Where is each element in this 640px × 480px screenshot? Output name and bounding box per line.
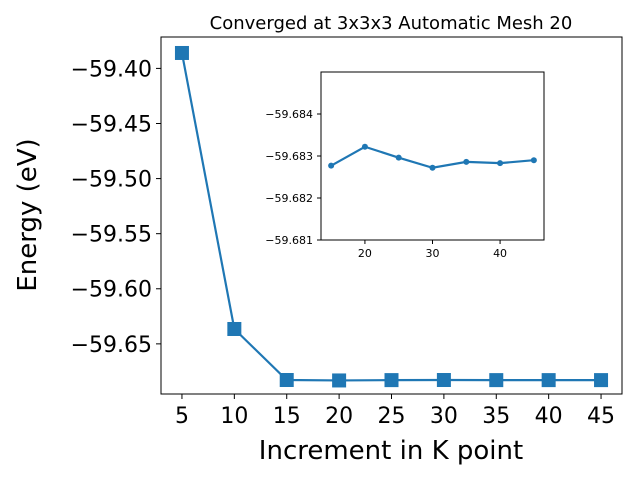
main-data-point [436,373,451,388]
inset-data-point [530,157,537,164]
inset-y-tick-label: −59.684 [265,108,313,121]
main-x-tick-label: 45 [587,404,615,429]
inset-x-tick-label: 40 [493,247,507,260]
inset-frame [320,71,545,241]
main-data-point [279,373,294,388]
main-data-point [174,45,189,60]
main-data-point [384,373,399,388]
inset-x-tick-label: 30 [426,247,440,260]
main-series-line [180,52,602,382]
main-data-point [227,321,242,336]
inset-data-point [361,143,368,150]
inset-data-point [497,160,504,167]
inset-y-tick-label: −59.683 [265,150,313,163]
main-y-tick-label: −59.60 [71,278,152,303]
main-data-point [594,373,609,388]
main-y-tick-label: −59.40 [71,57,152,82]
main-x-tick-label: 5 [175,404,189,429]
main-data-point [489,373,504,388]
main-data-point [332,373,347,388]
chart-title: Converged at 3x3x3 Automatic Mesh 20 [210,13,573,34]
main-y-tick-label: −59.65 [71,333,152,358]
main-frame [160,36,623,395]
main-x-tick-label: 10 [220,404,248,429]
main-y-tick-label: −59.45 [71,112,152,137]
inset-data-point [328,162,335,169]
main-y-tick-label: −59.55 [71,223,152,248]
inset-data-point [463,158,470,165]
inset-data-point [429,164,436,171]
inset-x-tick-label: 20 [358,247,372,260]
inset-data-point [395,154,402,161]
main-x-tick-label: 40 [535,404,563,429]
main-x-tick-label: 20 [325,404,353,429]
y-axis-label: Energy (eV) [13,138,43,291]
x-axis-label: Increment in K point [259,436,523,466]
inset-y-tick-label: −59.681 [265,234,313,247]
main-y-tick-label: −59.50 [71,168,152,193]
main-x-tick-label: 35 [482,404,510,429]
main-x-tick-label: 30 [430,404,458,429]
main-x-tick-label: 15 [273,404,301,429]
inset-y-tick-label: −59.682 [265,192,313,205]
main-data-point [541,373,556,388]
inset-series-line [330,145,534,169]
inset-plot: 20 30 40 −59.684 −59.683 −59.682 −59.681 [265,71,545,260]
main-plot: 5 10 15 20 25 30 35 40 45 −59.40 −59.45 −59.50 −59.5… [71,36,623,429]
main-x-tick-label: 25 [378,404,406,429]
